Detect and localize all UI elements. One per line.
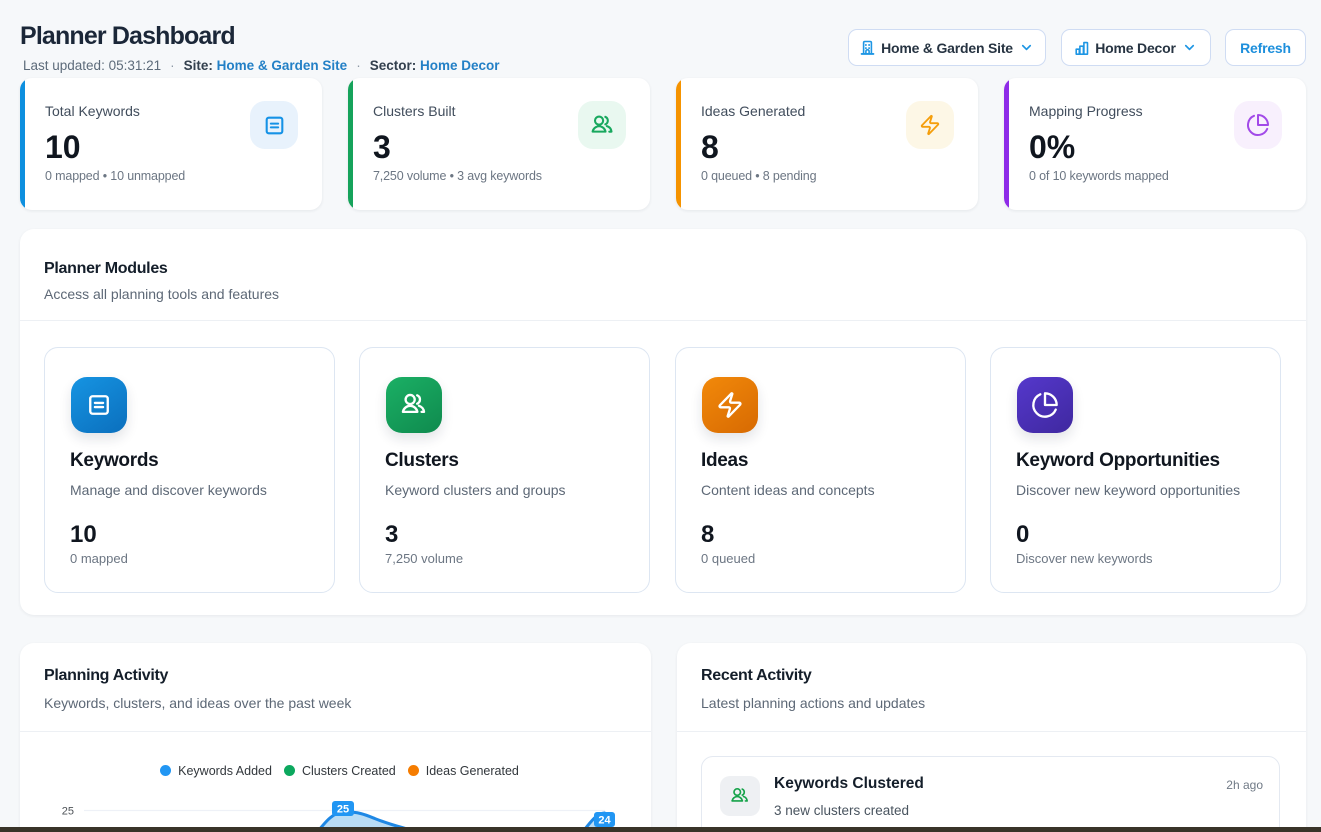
- svg-text:25: 25: [62, 806, 74, 818]
- svg-text:24: 24: [598, 815, 611, 827]
- svg-text:25: 25: [337, 804, 349, 816]
